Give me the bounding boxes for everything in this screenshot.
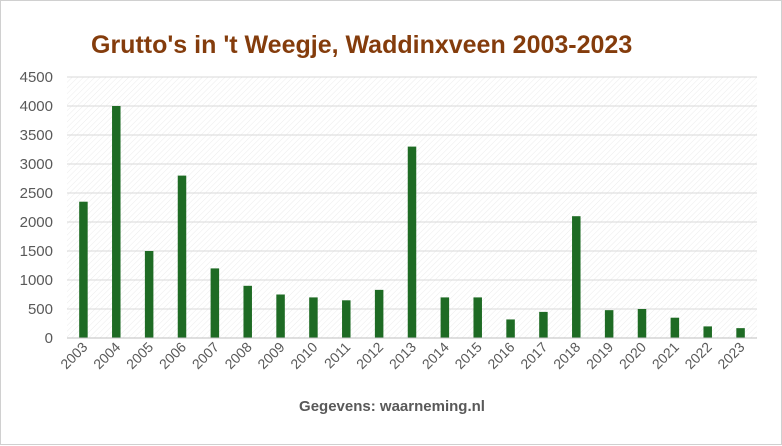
bar-2015 — [473, 297, 482, 338]
bar-2005 — [144, 251, 154, 338]
bar-2011 — [342, 300, 351, 338]
x-tick-label: 2020 — [616, 339, 649, 372]
bar-2007 — [210, 268, 220, 338]
bar-2012 — [374, 289, 384, 338]
bar-2008 — [243, 285, 252, 338]
bar-2017 — [539, 311, 548, 338]
chart-title: Grutto's in 't Weegje, Waddinxveen 2003-… — [91, 31, 633, 59]
bar-2009 — [276, 294, 285, 338]
bar-2021 — [670, 317, 680, 338]
bar-2014 — [440, 297, 450, 338]
y-axis-tick-labels: 0 500 1000 1500 2000 2500 3000 3500 4000 4500 — [20, 69, 53, 347]
y-tick-label: 2000 — [20, 214, 53, 231]
x-tick-label: 2010 — [287, 339, 320, 372]
x-tick-label: 2011 — [321, 339, 354, 372]
x-tick-label: 2018 — [550, 339, 583, 372]
bar-2018 — [572, 216, 581, 338]
x-axis-tick-labels: 2003 2004 2005 2006 2007 2008 2009 2010 2011 2012… — [57, 339, 748, 372]
bar-2003 — [79, 201, 88, 338]
x-tick-label: 2007 — [189, 339, 222, 372]
bar-2013 — [407, 146, 417, 338]
bar-2023 — [736, 328, 745, 338]
x-tick-label: 2019 — [583, 339, 616, 372]
bars — [79, 106, 745, 338]
x-tick-label: 2008 — [221, 339, 254, 372]
x-tick-label: 2012 — [353, 339, 386, 372]
x-tick-label: 2005 — [123, 339, 156, 372]
x-axis-label: Gegevens: waarneming.nl — [299, 398, 485, 415]
x-tick-label: 2003 — [57, 339, 90, 372]
y-tick-label: 3000 — [20, 156, 53, 173]
x-tick-label: 2006 — [156, 339, 189, 372]
x-tick-label: 2016 — [484, 339, 517, 372]
x-tick-label: 2023 — [714, 339, 747, 372]
y-tick-label: 4500 — [20, 69, 53, 86]
y-tick-label: 2500 — [20, 185, 53, 202]
x-tick-label: 2013 — [386, 339, 419, 372]
x-tick-label: 2009 — [254, 339, 287, 372]
x-tick-label: 2022 — [681, 339, 714, 372]
y-tick-label: 3500 — [20, 127, 53, 144]
bar-2004 — [112, 106, 121, 338]
y-tick-label: 0 — [45, 330, 53, 347]
bar-2016 — [506, 319, 515, 338]
bar-2010 — [309, 297, 318, 338]
bar-2020 — [637, 309, 647, 338]
x-tick-label: 2021 — [649, 339, 682, 372]
x-tick-label: 2004 — [90, 339, 123, 372]
x-tick-label: 2017 — [517, 339, 550, 372]
y-tick-label: 500 — [28, 301, 53, 318]
y-tick-label: 1500 — [20, 243, 53, 260]
bar-2022 — [703, 326, 712, 338]
x-tick-label: 2015 — [451, 339, 484, 372]
x-tick-label: 2014 — [419, 339, 452, 372]
y-tick-label: 1000 — [20, 272, 53, 289]
y-tick-label: 4000 — [20, 98, 53, 115]
bar-2006 — [177, 175, 187, 338]
bar-2019 — [604, 310, 614, 338]
